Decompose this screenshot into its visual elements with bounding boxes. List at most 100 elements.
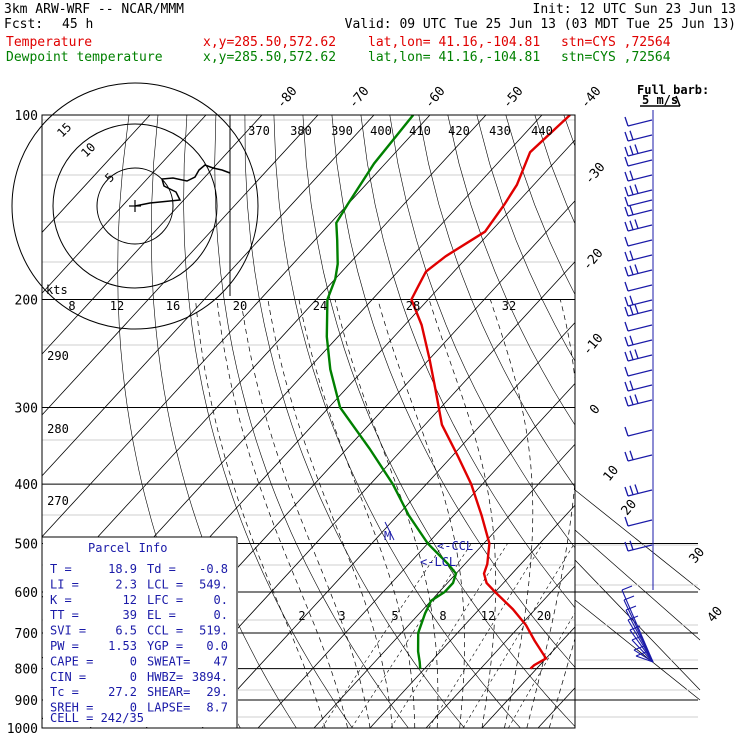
wind-barb-staff [627,209,653,217]
moist-adiabat-line [298,299,416,728]
parcel-value: 29. [206,685,228,699]
full-barb-label: Full barb: [637,83,709,97]
isotherm-label: -80 [274,84,301,112]
wind-barb-staff [627,454,653,462]
isotherm-line [594,115,740,728]
parcel-value: 549. [199,577,228,591]
wind-barb-flag [624,336,629,347]
wind-barb-staff [627,399,653,407]
isotherm-label: -60 [422,84,449,112]
dry-adiabat-line [183,115,353,728]
parcel-label: CAPE = [50,654,93,668]
theta-label: 420 [448,124,470,138]
mixing-ratio-lower-label: 20 [537,609,551,623]
theta-left-label: 290 [47,349,69,363]
wind-barb [624,321,653,332]
wind-barb-flag [634,484,639,494]
dry-adiabat-line [389,115,575,549]
isotherm-line [425,565,575,728]
mixing-ratio-lower-label: 2 [298,609,305,623]
wind-barb-flag [624,186,629,197]
wind-barb-lower [627,619,654,663]
parcel-label: SREH = [50,701,93,715]
theta-label: 390 [331,124,353,138]
wind-barb-flag [629,185,634,195]
isotherm-line [42,115,151,233]
wind-barb [624,184,653,197]
pressure-tick-label: 100 [15,109,38,124]
wind-barb-lower-flag [635,651,647,657]
dry-adiabat-line [418,115,575,488]
wind-barb-staff [627,119,653,127]
wind-barb-flag [624,206,629,217]
dry-adiabat-line [360,115,575,609]
wind-barb [624,540,653,552]
wind-barb-flag [629,485,634,495]
parcel-label: CIN = [50,670,86,684]
forecast-label: Fcst: [4,17,44,32]
isotherm-line [706,115,740,728]
pressure-tick-label: 800 [15,663,38,678]
pressure-tick-label: 700 [15,627,38,642]
wind-barb-flag [629,295,634,305]
hodograph-ring-label: 15 [54,120,74,140]
isotherm-line [313,443,575,728]
parcel-label: HWBZ= [147,670,183,684]
parcel-label: YGP = [147,639,183,653]
isotherm-label: -10 [580,331,607,359]
wind-barb-staff [627,159,653,167]
moist-adiabat-line [240,299,371,728]
wind-barb-staff [627,239,653,247]
parcel-label: T = [50,562,72,576]
dry-adiabat-line [476,115,575,362]
theta-left-label: 280 [47,422,69,436]
theta-label: 370 [248,124,270,138]
isotherm-label: 20 [619,497,641,519]
temperature-legend-station: stn=CYS ,72564 [561,35,671,50]
wind-barb-staff [627,254,653,262]
temperature-profile [410,115,571,670]
wind-barb-flag [629,130,634,140]
isotherm-label: -50 [500,84,527,112]
wind-barb-flag [634,394,639,404]
wind-barb [624,130,653,142]
isotherm-label: 40 [705,604,727,626]
wind-barb [624,295,653,307]
parcel-value: 12 [123,593,137,607]
temperature-legend-xy: x,y=285.50,572.62 [203,35,337,50]
mixing-ratio-line [351,543,472,728]
wind-barb-flag [624,171,629,182]
wind-barb [624,144,653,157]
parcel-label: LAPSE= [147,701,190,715]
mixing-ratio-lower-label: 12 [481,609,495,623]
pressure-tick-label: 500 [15,537,38,552]
parcel-label: LI = [50,577,79,591]
wind-barb-flag [629,145,634,155]
series-layer [325,115,571,670]
pressure-tick-label: 400 [15,478,38,493]
dewpoint-legend-station: stn=CYS ,72564 [561,50,671,65]
wind-barb-flag [629,350,634,360]
moist-adiabat-line [195,299,326,728]
mixing-ratio-label: 12 [110,299,124,313]
model-title: 3km ARW-WRF -- NCAR/MMM [4,2,185,17]
wind-barb [624,170,653,182]
extension-line [574,599,701,701]
isotherm-label: -20 [580,246,607,274]
wind-barb-flag [624,296,629,307]
wind-barb-staff [627,149,653,157]
theta-label: 410 [409,124,431,138]
wind-barb-lower-flag [623,595,635,601]
theta-left-label: 270 [47,494,69,508]
wind-barb-lower [631,639,654,663]
wind-barbs [621,110,654,663]
wind-barb-lower [633,649,654,663]
isotherm-line [42,115,487,599]
parcel-value: 0.0 [206,639,228,653]
mixing-ratio-line [390,543,508,728]
wind-barb-flag [629,305,634,315]
moist-adiabat-line [548,637,575,728]
parcel-value: 0 [130,654,137,668]
